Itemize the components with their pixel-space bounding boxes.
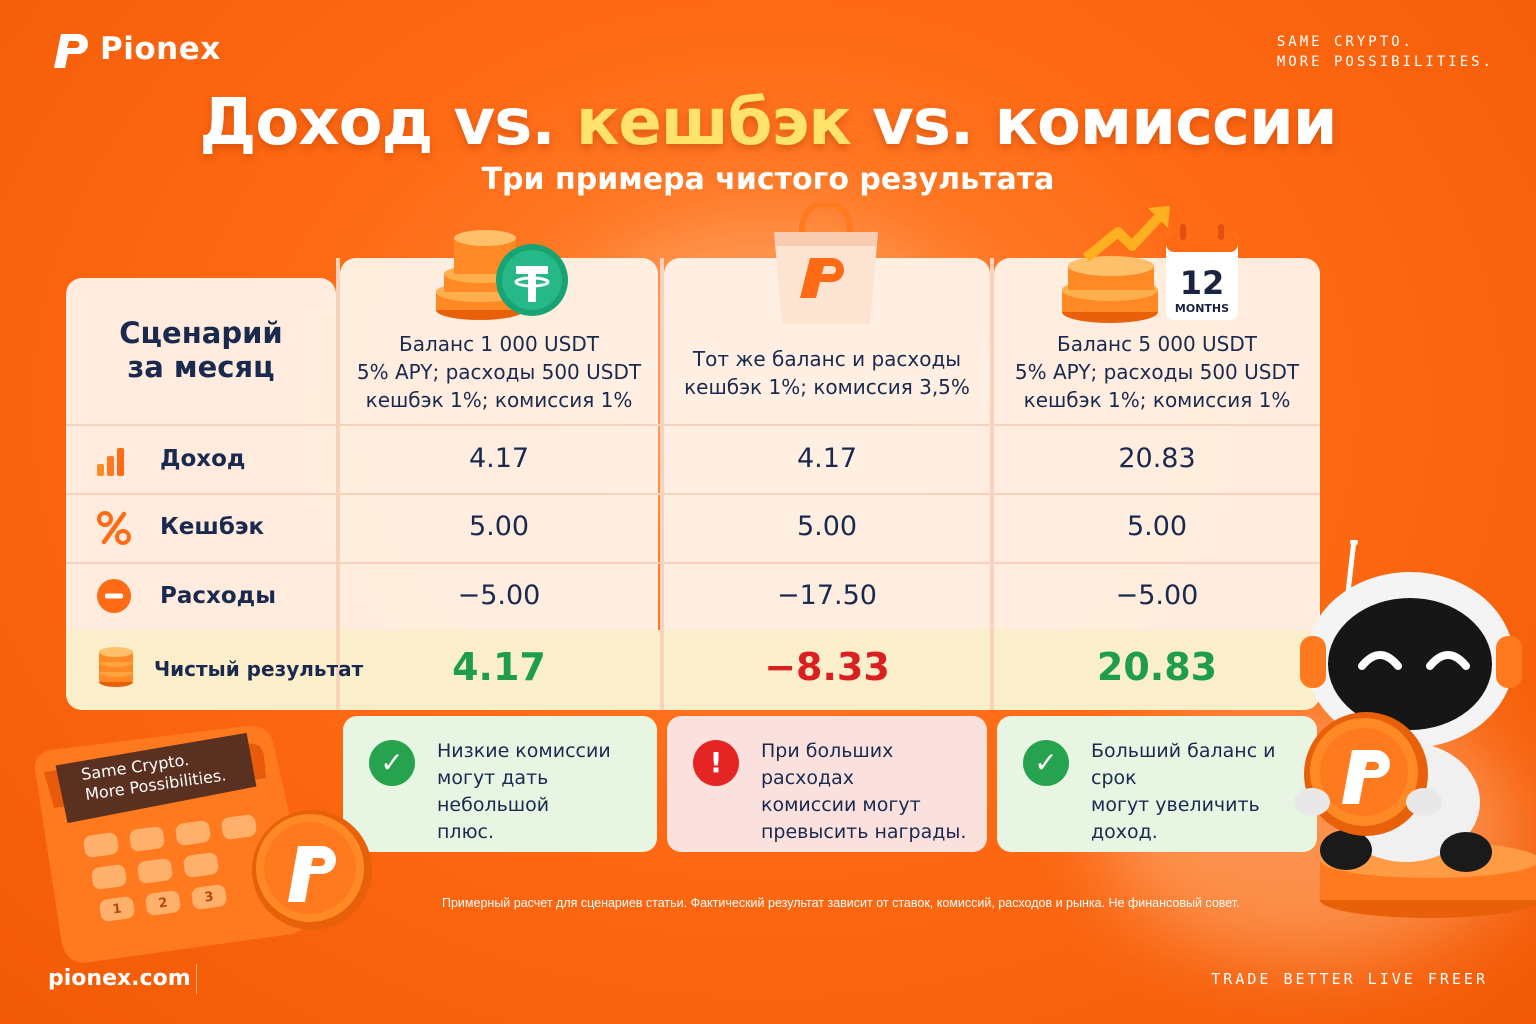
title-part: Доход vs. (199, 86, 576, 160)
calculator-illustration: Same Crypto. More Possibilities. 1 2 3 (34, 725, 311, 963)
calendar-number: 12 (1180, 264, 1225, 302)
calculator-key (137, 858, 173, 884)
calculator-key (175, 820, 211, 846)
column-divider (660, 258, 664, 710)
scenario-header: Сценарий за месяц (66, 316, 336, 384)
note-line: могут увеличить (1091, 794, 1260, 816)
tagline-line: MORE POSSIBILITIES. (1276, 54, 1494, 70)
column-header-line: Баланс 1 000 USDT (398, 332, 599, 356)
calculator-key-label: 3 (204, 889, 215, 905)
row-divider (66, 493, 1320, 495)
row-label-net: Чистый результат (154, 657, 364, 681)
note-line: превысить награды. (761, 821, 967, 843)
net-value-positive: 20.83 (1096, 645, 1218, 689)
expense-value: −17.50 (777, 580, 877, 611)
calculator-key-label: 2 (158, 895, 169, 911)
pionex-logo-icon (54, 34, 88, 68)
usdt-coins-icon (436, 230, 568, 320)
coin-stack-icon (99, 647, 133, 687)
column-header-line: кешбэк 1%; комиссия 1% (365, 388, 633, 412)
bar-chart-icon (97, 448, 124, 476)
column-header-3: Баланс 5 000 USDT 5% APY; расходы 500 US… (994, 330, 1320, 414)
income-value: 4.17 (796, 443, 858, 474)
calculator-key (83, 832, 119, 858)
check-circle-icon: ✓ (369, 740, 415, 786)
footer-divider (196, 964, 197, 994)
note-card-ok: ✓ Больший баланс и срок могут увеличить … (997, 716, 1317, 852)
minus-circle-icon (97, 579, 131, 613)
footer-tagline: TRADE BETTER LIVE FREER (1211, 970, 1488, 988)
note-line: могут дать небольшой (437, 767, 550, 816)
income-value: 4.17 (468, 443, 530, 474)
tagline-line: SAME CRYPTO. (1276, 34, 1414, 50)
site-link[interactable]: pionex.com (48, 966, 191, 991)
row-label-cashback: Кешбэк (160, 514, 265, 540)
column-header-line: кешбэк 1%; комиссия 1% (1023, 388, 1291, 412)
note-line: комиссии могут (761, 794, 921, 816)
note-line: доход. (1091, 821, 1158, 843)
title-highlight: кешбэк (575, 86, 852, 160)
calculator-key (99, 896, 135, 922)
calculator-key (183, 852, 219, 878)
exclamation-circle-icon: ! (693, 740, 739, 786)
column-header-line: Баланс 5 000 USDT (1056, 332, 1257, 356)
scenario-header-line: за месяц (127, 350, 275, 384)
brand-name: Pionex (100, 31, 221, 67)
header-tagline: SAME CRYPTO. MORE POSSIBILITIES. (1277, 32, 1494, 72)
expense-value: −5.00 (1115, 580, 1199, 611)
calculator-key (129, 826, 165, 852)
scenario-header-line: Сценарий (119, 316, 283, 350)
cashback-value: 5.00 (796, 511, 858, 542)
page-subtitle: Три примера чистого результата (481, 162, 1055, 197)
column-header-line: Тот же баланс и расходы (692, 347, 962, 371)
column-header-line: 5% APY; расходы 500 USDT (1014, 360, 1300, 384)
calculator-key (221, 814, 257, 840)
note-card-warning: ! При больших расходах комиссии могут пр… (667, 716, 987, 852)
row-divider (66, 562, 1320, 564)
net-value-positive: 4.17 (452, 645, 546, 689)
net-result-row (66, 630, 1320, 710)
pionex-coin-icon (252, 810, 372, 930)
percent-icon (97, 511, 131, 545)
row-divider (66, 424, 1320, 426)
calculator-key (191, 884, 227, 910)
calculator-key (145, 890, 181, 916)
check-circle-icon: ✓ (1023, 740, 1069, 786)
note-line: При больших расходах (761, 740, 894, 789)
note-line: Низкие комиссии (437, 740, 611, 762)
page-title: Доход vs. кешбэк vs. комиссии (0, 86, 1536, 160)
note-line: Больший баланс и срок (1091, 740, 1276, 789)
column-header-line: 5% APY; расходы 500 USDT (356, 360, 642, 384)
disclaimer-text: Примерный расчет для сценариев статьи. Ф… (442, 896, 1240, 910)
cashback-value: 5.00 (468, 511, 530, 542)
net-value-negative: −8.33 (764, 645, 890, 689)
column-divider (336, 258, 340, 710)
calendar-growth-icon: 12 MONTHS (1062, 206, 1238, 323)
robot-mascot-illustration (1294, 540, 1536, 918)
income-value: 20.83 (1118, 443, 1196, 474)
shopping-bag-icon (774, 202, 878, 324)
note-line: плюс. (437, 821, 495, 843)
calendar-label: MONTHS (1175, 302, 1229, 315)
calculator-key-label: 1 (112, 901, 123, 917)
cashback-value: 5.00 (1126, 511, 1188, 542)
brand-logo[interactable]: Pionex (48, 28, 221, 70)
column-header-2: Тот же баланс и расходы кешбэк 1%; комис… (664, 345, 990, 401)
column-header-line: кешбэк 1%; комиссия 3,5% (684, 375, 970, 399)
column-divider (990, 258, 994, 710)
title-part: vs. комиссии (850, 86, 1338, 160)
column-header-1: Баланс 1 000 USDT 5% APY; расходы 500 US… (340, 330, 658, 414)
note-card-ok: ✓ Низкие комиссии могут дать небольшой п… (343, 716, 657, 852)
calculator-key (91, 864, 127, 890)
row-label-expenses: Расходы (160, 583, 277, 609)
row-label-income: Доход (160, 446, 246, 472)
expense-value: −5.00 (457, 580, 541, 611)
